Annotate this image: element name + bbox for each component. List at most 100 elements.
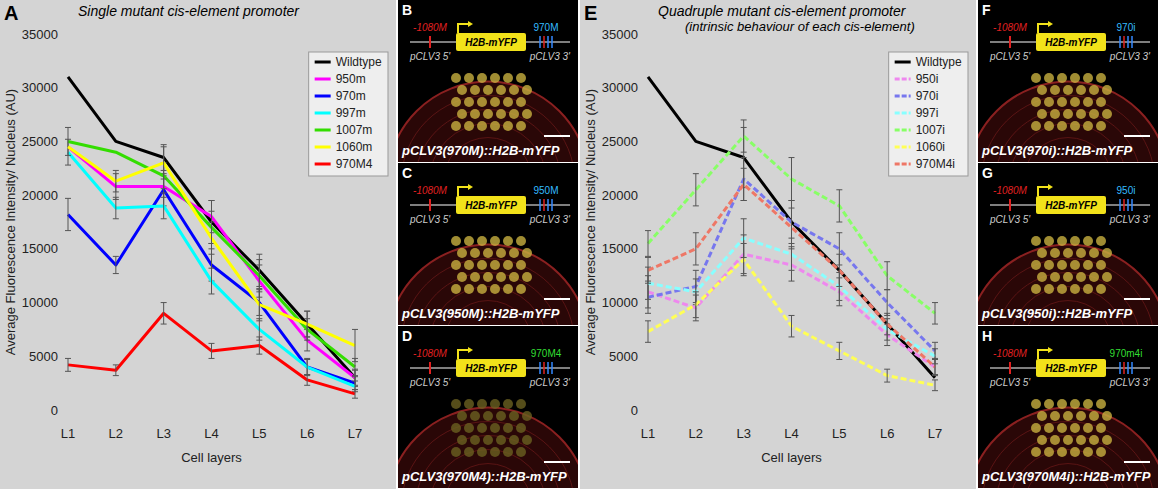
error-bar	[741, 168, 747, 200]
y-tick-label: 30000	[602, 80, 638, 95]
nucleus	[1070, 423, 1080, 433]
micrograph	[978, 236, 1158, 325]
nucleus	[457, 109, 467, 119]
mutation-label: -1080M	[413, 22, 448, 33]
shape	[115, 197, 116, 218]
shape	[743, 158, 744, 201]
shape	[884, 369, 890, 370]
shape	[693, 270, 699, 271]
y-tick-label: 20000	[602, 188, 638, 203]
nucleus	[1076, 85, 1086, 95]
series-line	[68, 313, 355, 394]
shape	[887, 290, 888, 316]
nucleus	[1096, 121, 1106, 131]
y-tick-label: 25000	[22, 134, 58, 149]
shape	[741, 152, 747, 153]
shape	[209, 200, 215, 201]
nucleus	[490, 260, 500, 270]
nucleus	[477, 284, 487, 294]
nucleus	[477, 399, 487, 409]
x-tick-label: L7	[928, 426, 942, 441]
nucleus	[1044, 121, 1054, 131]
shape	[884, 289, 890, 290]
tss-arrow	[458, 187, 468, 196]
nucleus	[1037, 85, 1047, 95]
y-tick-label: 30000	[22, 80, 58, 95]
error-bar	[884, 262, 890, 290]
series-line	[648, 238, 935, 356]
series-line	[648, 179, 935, 351]
nucleus	[1044, 260, 1054, 270]
cis-tick	[1119, 36, 1121, 48]
reporter-box	[1036, 359, 1106, 377]
shape	[648, 257, 649, 283]
nucleus	[1031, 447, 1041, 457]
shape	[887, 313, 888, 334]
shape	[352, 376, 358, 377]
shape	[304, 374, 310, 375]
shape	[645, 299, 651, 300]
nucleus	[483, 85, 493, 95]
legend-label: 997m	[336, 106, 366, 120]
shape	[163, 147, 164, 179]
cis-tick	[1119, 199, 1121, 211]
shape	[789, 315, 795, 316]
nucleus	[477, 121, 487, 131]
tss-arrow-head	[468, 347, 473, 353]
nucleus	[1070, 284, 1080, 294]
shape	[304, 340, 310, 341]
nucleus	[1063, 85, 1073, 95]
y-tick-label: 0	[631, 403, 638, 418]
nucleus	[1083, 236, 1093, 246]
nucleus	[1102, 109, 1112, 119]
mutation-label: -1080M	[413, 348, 448, 359]
shape	[65, 358, 71, 359]
nucleus	[509, 272, 519, 282]
promoter-label: pCLV3 5'	[989, 214, 1031, 225]
shape	[693, 205, 699, 206]
shape	[115, 365, 116, 376]
nucleus	[1044, 399, 1054, 409]
nucleus	[1089, 109, 1099, 119]
shape	[741, 168, 747, 169]
nucleus	[457, 85, 467, 95]
shape	[352, 389, 358, 390]
nucleus	[451, 447, 461, 457]
shape	[884, 313, 890, 314]
shape	[884, 261, 890, 262]
shape	[304, 336, 310, 337]
nucleus	[483, 435, 493, 445]
x-tick-label: L5	[832, 426, 846, 441]
series-line	[68, 147, 355, 346]
mutation-label: 950M	[533, 185, 558, 196]
shape	[259, 289, 260, 321]
shape	[256, 259, 262, 260]
error-bar	[256, 319, 262, 340]
shape	[256, 254, 262, 255]
tss-arrow	[1038, 24, 1048, 33]
shape	[645, 342, 651, 343]
promoter-label: pCLV3 3'	[1109, 51, 1151, 62]
nucleus	[1031, 399, 1041, 409]
meristem	[398, 408, 578, 488]
series-line	[648, 184, 935, 367]
cell-layer	[981, 96, 1155, 162]
shape	[935, 358, 936, 375]
nucleus	[496, 85, 506, 95]
shape	[839, 342, 840, 359]
nucleus	[470, 272, 480, 282]
nucleus	[1044, 284, 1054, 294]
nucleus	[451, 236, 461, 246]
image-panel: H-1080MH2B-mYFP970m4ipCLV3 5'pCLV3 3'pCL…	[967, 326, 1158, 489]
nucleus	[1083, 423, 1093, 433]
nucleus	[464, 73, 474, 83]
mutation-label: 970m4i	[1110, 348, 1143, 359]
error-bar	[645, 321, 651, 342]
shape	[645, 257, 651, 258]
nucleus	[503, 423, 513, 433]
mutation-label: -1080M	[993, 22, 1028, 33]
nucleus	[1070, 97, 1080, 107]
cell-layer	[981, 259, 1155, 325]
reporter-box	[1036, 196, 1106, 214]
y-tick-label: 0	[51, 403, 58, 418]
